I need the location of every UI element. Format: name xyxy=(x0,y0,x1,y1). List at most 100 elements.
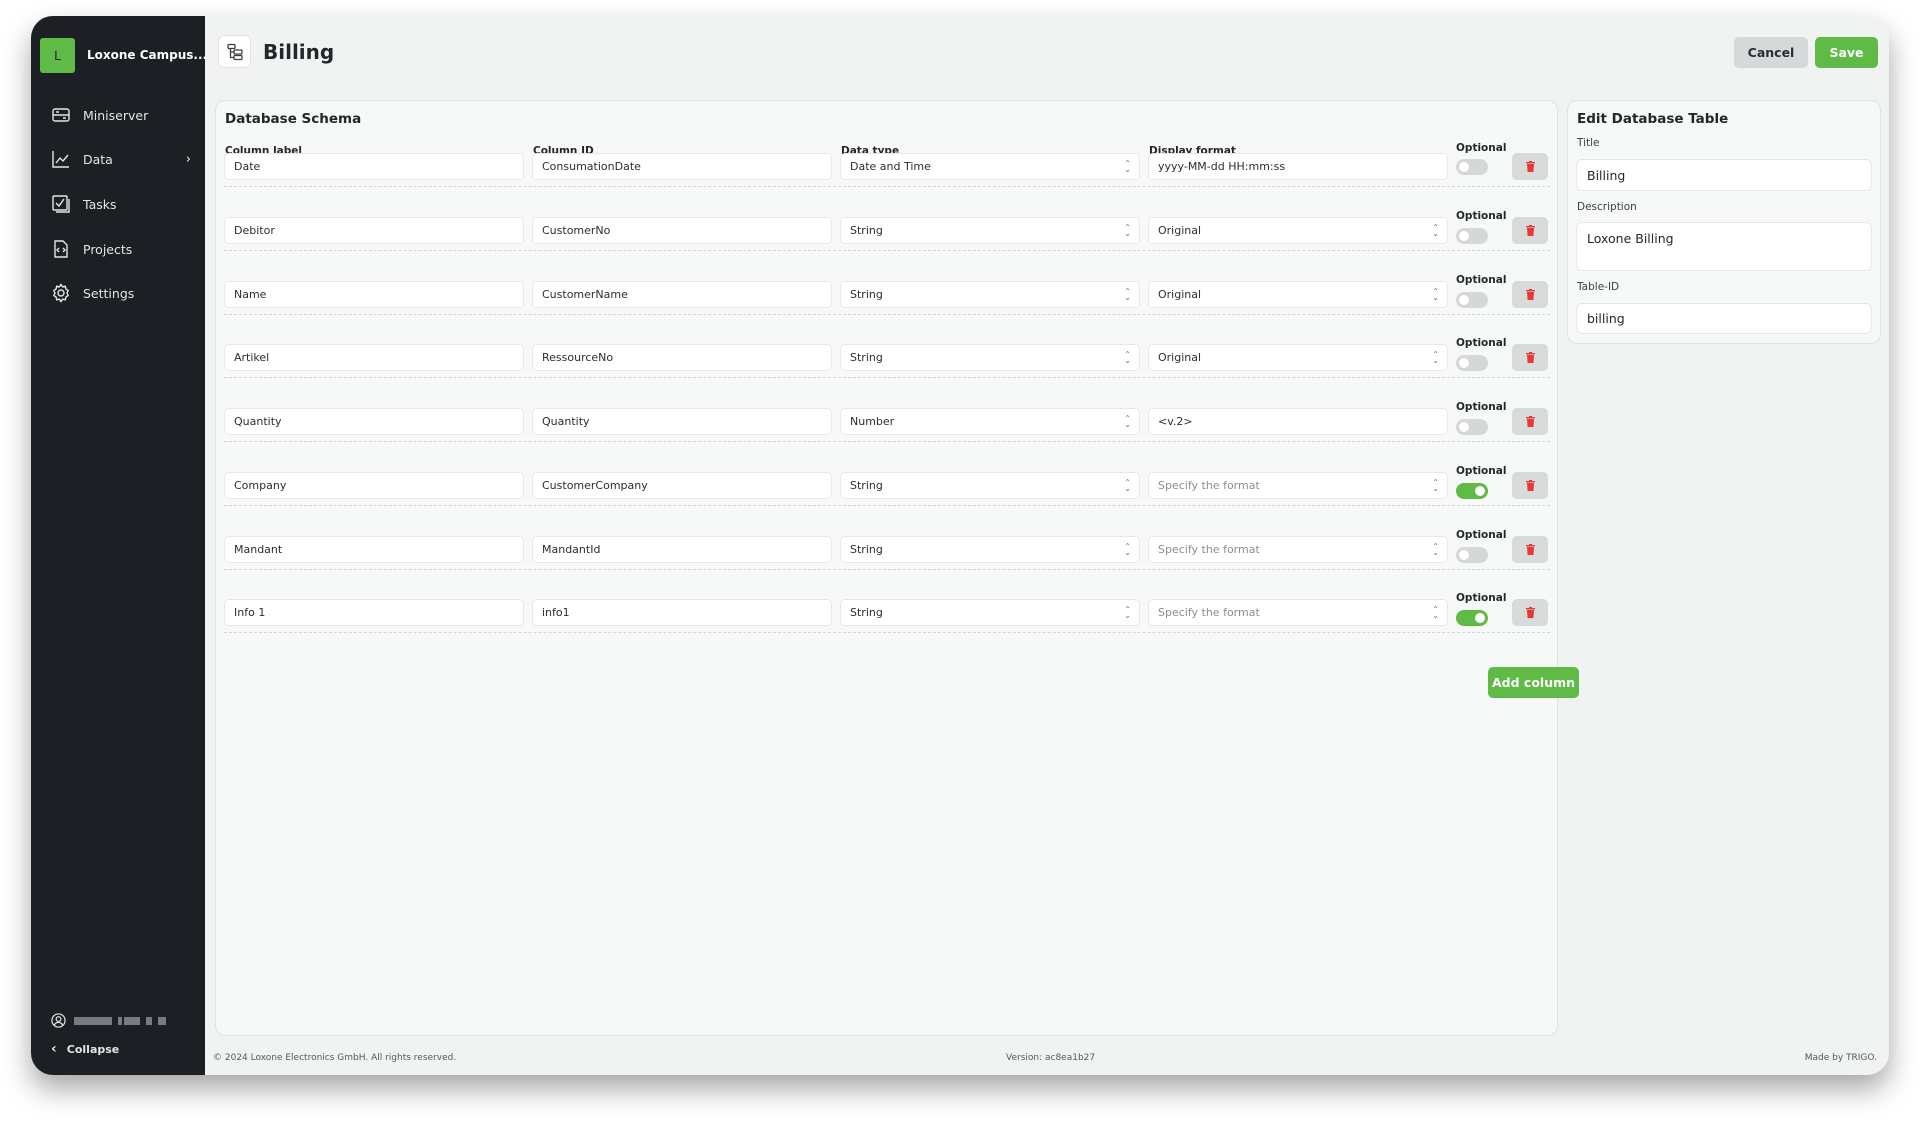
display-format-select[interactable]: Specify the format ⌃ ⌄ xyxy=(1148,536,1448,563)
delete-column-button[interactable] xyxy=(1512,281,1548,308)
display-format-select[interactable]: Original ⌃ ⌄ xyxy=(1148,344,1448,371)
schema-title: Database Schema xyxy=(225,111,362,127)
display-format-select[interactable]: Specify the format ⌃ ⌄ xyxy=(1148,472,1448,499)
optional-label: Optional xyxy=(1456,337,1507,349)
optional-toggle[interactable] xyxy=(1456,419,1488,435)
description-textarea[interactable]: Loxone Billing xyxy=(1576,222,1872,271)
column-id-input[interactable]: Quantity xyxy=(532,408,832,435)
footer-version: Version: ac8ea1b27 xyxy=(1006,1053,1096,1063)
sidebar-item-miniserver[interactable]: Miniserver xyxy=(51,100,191,130)
sidebar-item-label: Tasks xyxy=(83,196,117,212)
user-account[interactable] xyxy=(51,1013,166,1028)
optional-toggle[interactable] xyxy=(1456,228,1488,244)
optional-label: Optional xyxy=(1456,210,1507,222)
optional-toggle[interactable] xyxy=(1456,547,1488,563)
column-label-input[interactable]: Name xyxy=(224,281,524,308)
trash-icon xyxy=(1525,416,1535,427)
data-type-select[interactable]: Number ⌃ ⌄ xyxy=(840,408,1140,435)
delete-column-button[interactable] xyxy=(1512,536,1548,563)
trash-icon xyxy=(1525,480,1535,491)
select-arrows-icon: ⌃ ⌄ xyxy=(1124,223,1131,238)
delete-column-button[interactable] xyxy=(1512,599,1548,626)
collapse-button[interactable]: ‹ Collapse xyxy=(51,1041,119,1057)
select-arrows-icon: ⌃ ⌄ xyxy=(1432,605,1439,620)
sidebar-item-data[interactable]: Data › xyxy=(51,144,191,174)
optional-label: Optional xyxy=(1456,592,1507,604)
optional-toggle[interactable] xyxy=(1456,610,1488,626)
optional-toggle[interactable] xyxy=(1456,159,1488,175)
sidebar: L Loxone Campus... Miniserver Data › Tas… xyxy=(31,16,208,1075)
column-id-input[interactable]: CustomerNo xyxy=(532,217,832,244)
page-title: Billing xyxy=(263,40,335,64)
data-type-select[interactable]: String ⌃ ⌄ xyxy=(840,472,1140,499)
delete-column-button[interactable] xyxy=(1512,153,1548,180)
sidebar-item-projects[interactable]: Projects xyxy=(51,234,191,264)
sidebar-item-label: Miniserver xyxy=(83,107,149,123)
display-format-select[interactable]: Original ⌃ ⌄ xyxy=(1148,281,1448,308)
data-type-select[interactable]: String ⌃ ⌄ xyxy=(840,281,1140,308)
optional-toggle[interactable] xyxy=(1456,483,1488,499)
data-type-value: String xyxy=(850,288,883,301)
data-type-select[interactable]: String ⌃ ⌄ xyxy=(840,599,1140,626)
delete-column-button[interactable] xyxy=(1512,217,1548,244)
chart-line-icon xyxy=(52,151,69,168)
display-format-input[interactable]: yyyy-MM-dd HH:mm:ss xyxy=(1148,153,1448,180)
select-arrows-icon: ⌃ ⌄ xyxy=(1124,350,1131,365)
column-label-input[interactable]: Mandant xyxy=(224,536,524,563)
title-label: Title xyxy=(1577,137,1600,149)
select-arrows-icon: ⌃ ⌄ xyxy=(1124,478,1131,493)
save-button[interactable]: Save xyxy=(1815,37,1878,68)
table-tree-icon xyxy=(218,35,251,68)
row-divider xyxy=(224,569,1550,570)
display-format-select[interactable]: Original ⌃ ⌄ xyxy=(1148,217,1448,244)
app-window: L Loxone Campus... Miniserver Data › Tas… xyxy=(31,16,1889,1075)
select-arrows-icon: ⌃ ⌄ xyxy=(1124,159,1131,174)
column-id-input[interactable]: MandantId xyxy=(532,536,832,563)
display-format-input[interactable]: <v.2> xyxy=(1148,408,1448,435)
database-schema-card: Database Schema Column label Column ID D… xyxy=(215,100,1579,1036)
data-type-value: Number xyxy=(850,415,895,428)
sidebar-item-settings[interactable]: Settings xyxy=(51,278,191,308)
table-id-label: Table-ID xyxy=(1577,281,1620,293)
title-input[interactable]: Billing xyxy=(1576,159,1872,191)
cancel-button[interactable]: Cancel xyxy=(1734,37,1808,68)
column-id-input[interactable]: CustomerCompany xyxy=(532,472,832,499)
sidebar-item-label: Settings xyxy=(83,285,135,301)
org-logo[interactable]: L xyxy=(40,38,75,73)
column-label-input[interactable]: Quantity xyxy=(224,408,524,435)
add-column-button[interactable]: Add column xyxy=(1488,667,1579,698)
delete-column-button[interactable] xyxy=(1512,472,1548,499)
data-type-value: String xyxy=(850,606,883,619)
select-arrows-icon: ⌃ ⌄ xyxy=(1432,287,1439,302)
data-type-select[interactable]: String ⌃ ⌄ xyxy=(840,344,1140,371)
optional-toggle[interactable] xyxy=(1456,292,1488,308)
column-label-input[interactable]: Info 1 xyxy=(224,599,524,626)
column-id-input[interactable]: CustomerName xyxy=(532,281,832,308)
select-arrows-icon: ⌃ ⌄ xyxy=(1432,223,1439,238)
data-type-select[interactable]: String ⌃ ⌄ xyxy=(840,536,1140,563)
display-format-value: Original xyxy=(1158,288,1202,301)
user-name-redacted xyxy=(74,1016,166,1025)
column-id-input[interactable]: RessourceNo xyxy=(532,344,832,371)
column-id-input[interactable]: info1 xyxy=(532,599,832,626)
column-label-input[interactable]: Debitor xyxy=(224,217,524,244)
delete-column-button[interactable] xyxy=(1512,408,1548,435)
org-name[interactable]: Loxone Campus... xyxy=(87,48,208,62)
column-label-input[interactable]: Date xyxy=(224,153,524,180)
data-type-value: String xyxy=(850,543,883,556)
optional-label: Optional xyxy=(1456,274,1507,286)
trash-icon xyxy=(1525,289,1535,300)
column-label-input[interactable]: Company xyxy=(224,472,524,499)
column-id-input[interactable]: ConsumationDate xyxy=(532,153,832,180)
data-type-select[interactable]: String ⌃ ⌄ xyxy=(840,217,1140,244)
data-type-select[interactable]: Date and Time ⌃ ⌄ xyxy=(840,153,1140,180)
display-format-select[interactable]: Specify the format ⌃ ⌄ xyxy=(1148,599,1448,626)
select-arrows-icon: ⌃ ⌄ xyxy=(1124,414,1131,429)
row-divider xyxy=(224,250,1550,251)
delete-column-button[interactable] xyxy=(1512,344,1548,371)
table-id-input[interactable]: billing xyxy=(1576,303,1872,334)
optional-toggle[interactable] xyxy=(1456,355,1488,371)
sidebar-item-tasks[interactable]: Tasks xyxy=(51,189,191,219)
footer-made-by[interactable]: Made by TRIGO. xyxy=(1804,1053,1877,1063)
column-label-input[interactable]: Artikel xyxy=(224,344,524,371)
